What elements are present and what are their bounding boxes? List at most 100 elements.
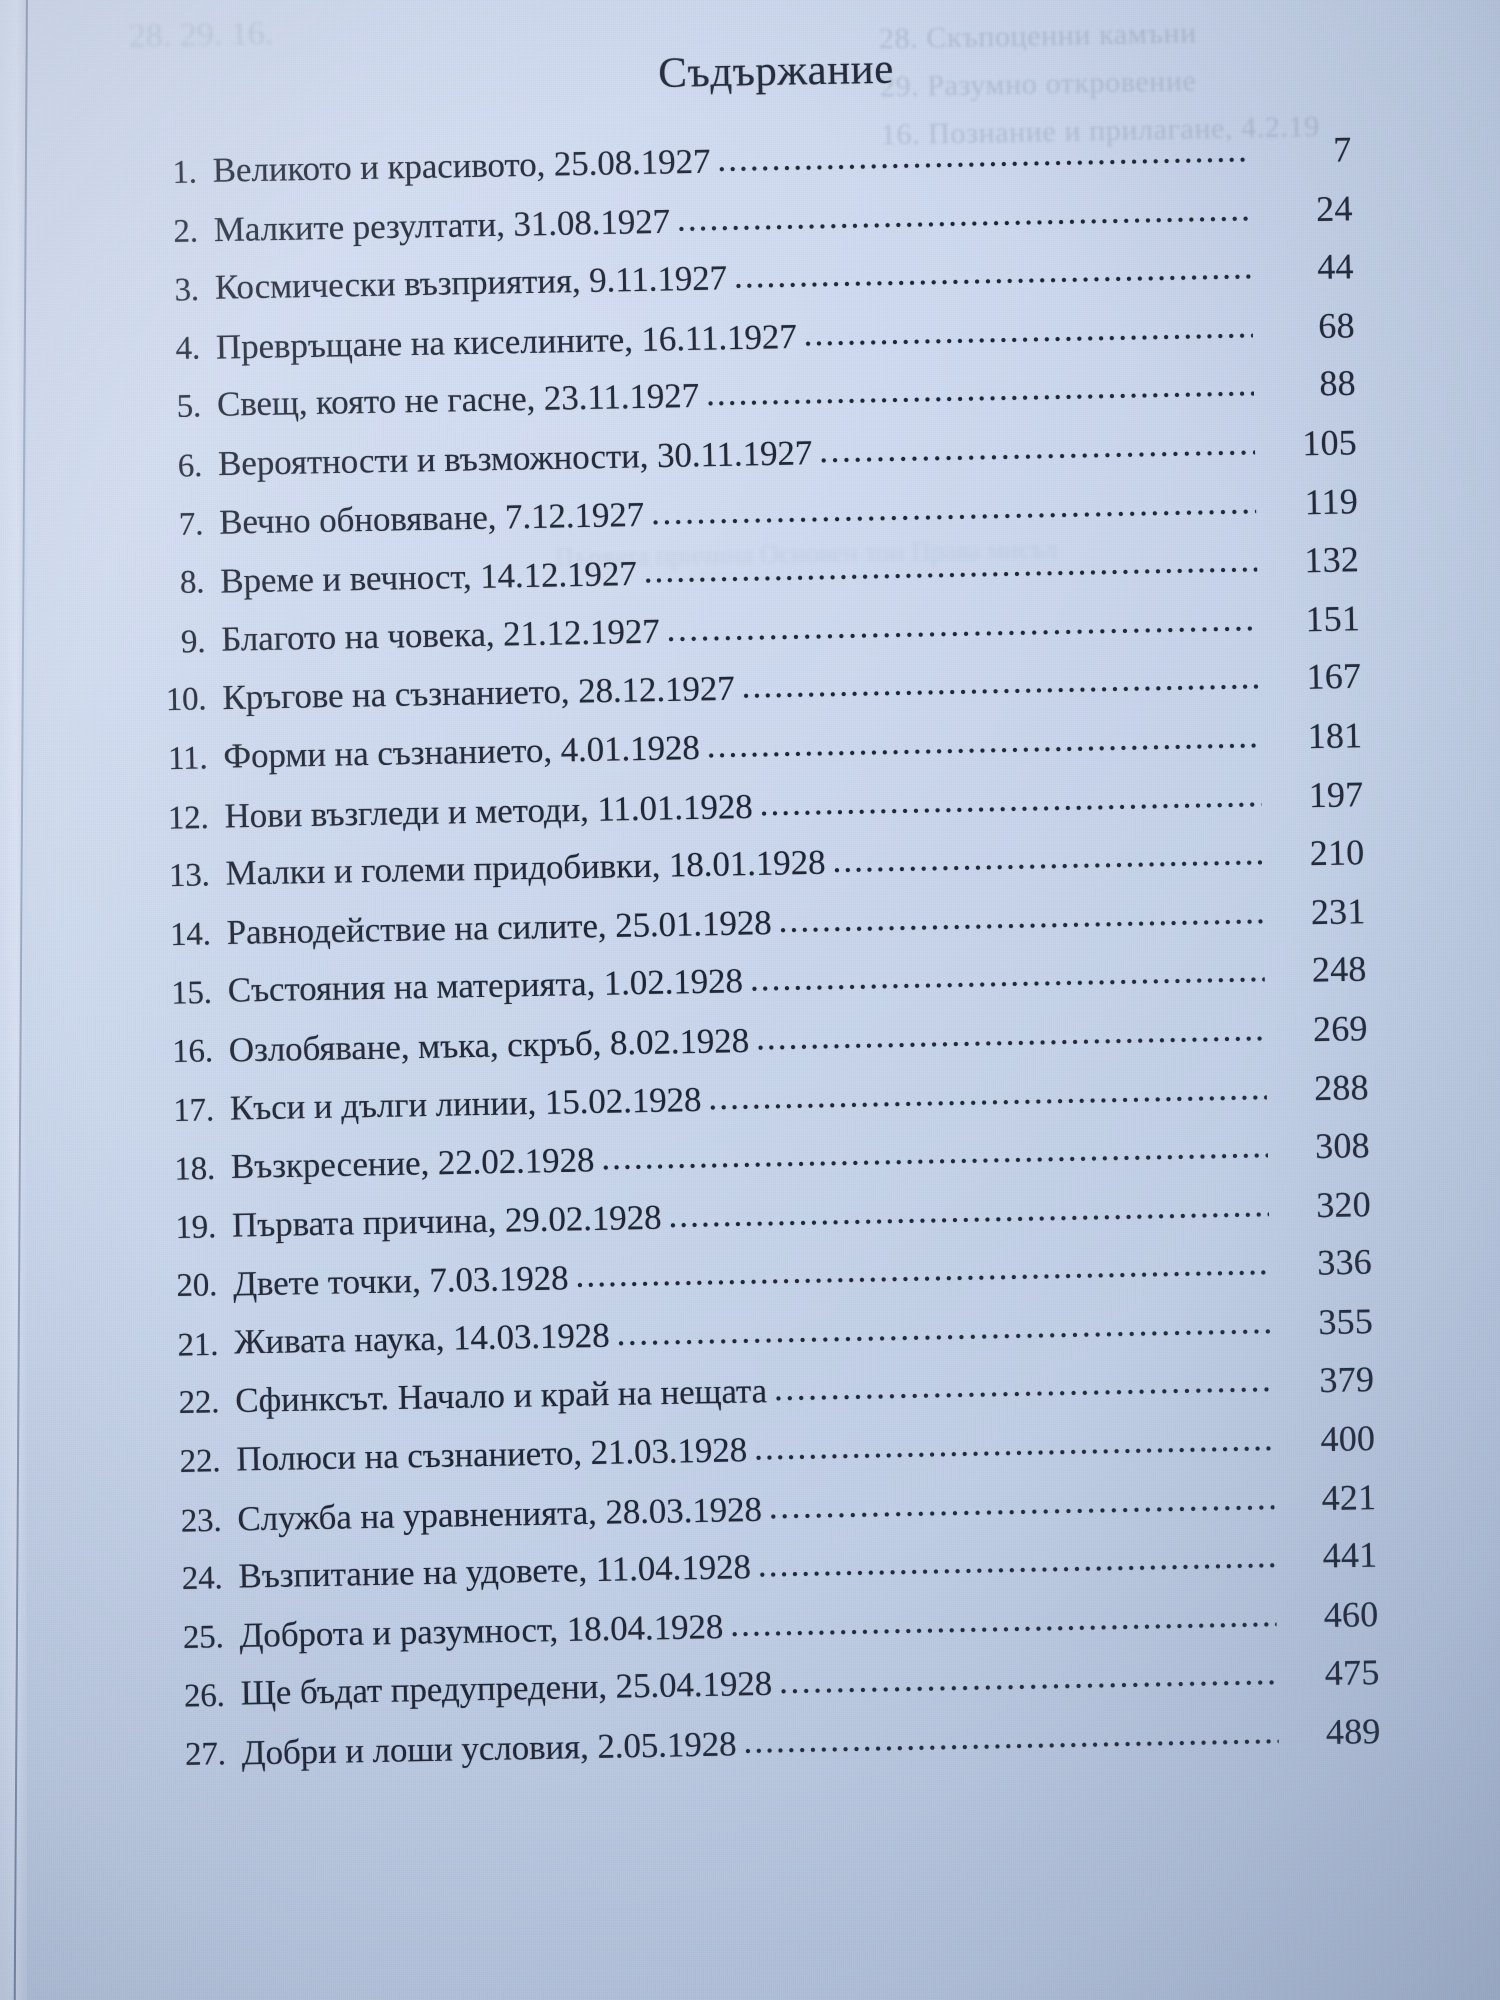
toc-leader-dots: ........................................… (749, 950, 1265, 999)
toc-leader-dots: ........................................… (768, 1477, 1275, 1526)
toc-entry-number: 5. (176, 388, 202, 426)
toc-leader-dots: ........................................… (743, 1711, 1279, 1761)
toc-entry-title: Възкресение, 22.02.1928 (230, 1140, 595, 1187)
toc-entry-page-number: 197 (1308, 773, 1364, 815)
toc-entry-title: Къси и дълги линии, 15.02.1928 (229, 1079, 702, 1128)
toc-entry-number: 10. (165, 681, 207, 719)
toc-entry-page-number: 320 (1315, 1183, 1372, 1225)
toc-entry-number: 22. (179, 1443, 221, 1481)
toc-entry-title: Доброта и разумност, 18.04.1928 (239, 1606, 724, 1655)
toc-entry-title: Полюси на съзнанието, 21.03.1928 (235, 1430, 748, 1479)
toc-entry-page-number: 460 (1323, 1593, 1379, 1635)
toc-entry-title: Двете точки, 7.03.1928 (232, 1258, 569, 1304)
toc-entry-title: Живата наука, 14.03.1928 (233, 1315, 610, 1362)
toc-entry-page-number: 489 (1325, 1711, 1381, 1753)
toc-entry-number: 17. (172, 1091, 215, 1129)
toc-entry-title: Ще бъдат предупредени, 25.04.1928 (240, 1664, 773, 1713)
toc-entry-page-number: 88 (1319, 363, 1357, 404)
toc-entry-page-number: 308 (1314, 1125, 1371, 1167)
toc-entry-number: 15. (170, 975, 213, 1012)
toc-entry-title: Великото и красивото, 25.08.1927 (212, 141, 711, 190)
toc-entry-title: Малките резултати, 31.08.1927 (213, 201, 671, 249)
toc-entry-number: 20. (176, 1267, 218, 1305)
toc-entry-number: 2. (173, 213, 199, 250)
toc-leader-dots: ........................................… (773, 1360, 1273, 1409)
toc-entry-number: 16. (171, 1033, 214, 1070)
toc-entry-title: Кръгове на съзнанието, 28.12.1927 (222, 669, 735, 718)
toc-leader-dots: ........................................… (757, 1536, 1276, 1585)
toc-entry-page-number: 231 (1310, 890, 1366, 932)
toc-entry-title: Служба на уравненията, 28.03.1928 (237, 1489, 763, 1539)
toc-entry-page-number: 288 (1313, 1066, 1370, 1108)
toc-leader-dots: ........................................… (741, 657, 1260, 706)
toc-entry-page-number: 475 (1324, 1652, 1380, 1694)
toc-entry-number: 25. (182, 1619, 224, 1656)
toc-entry-title: Благото на човека, 21.12.1927 (220, 611, 660, 659)
toc-entry-number: 8. (179, 564, 205, 601)
table-of-contents: 1. Великото и красивото, 25.08.1927......… (136, 128, 1381, 1791)
page-title: Съдържание (657, 45, 895, 97)
toc-entry-page-number: 44 (1316, 246, 1355, 288)
toc-entry-page-number: 132 (1304, 539, 1360, 581)
toc-entry-title: Първата причина, 29.02.1928 (231, 1197, 662, 1245)
toc-entry-title: Състояния на материята, 1.02.1928 (227, 961, 744, 1010)
toc-entry-number: 12. (167, 799, 209, 837)
toc-entry-page-number: 68 (1317, 305, 1356, 346)
toc-entry-number: 24. (181, 1560, 223, 1598)
toc-entry-number: 3. (174, 272, 200, 309)
toc-entry-number: 4. (175, 330, 201, 367)
toc-entry-number: 27. (184, 1736, 227, 1773)
toc-leader-dots: ........................................… (716, 130, 1250, 179)
toc-entry-title: Форми на съзнанието, 4.01.1928 (223, 727, 701, 776)
toc-leader-dots: ........................................… (832, 833, 1263, 881)
toc-leader-dots: ........................................… (803, 305, 1254, 354)
toc-entry-title: Нови възгледи и методи, 11.01.1928 (224, 786, 753, 836)
toc-entry-number: 1. (172, 154, 198, 191)
toc-leader-dots: ........................................… (755, 1008, 1266, 1058)
toc-entry-page-number: 151 (1305, 597, 1361, 639)
toc-leader-dots: ........................................… (733, 247, 1253, 296)
toc-entry-number: 6. (177, 447, 203, 485)
toc-entry-page-number: 355 (1318, 1300, 1374, 1342)
toc-entry-page-number: 119 (1304, 480, 1359, 522)
toc-entry-title: Космически възприятия, 9.11.1927 (214, 258, 728, 307)
toc-entry-title: Вероятности и възможности, 30.11.1927 (217, 433, 813, 484)
toc-entry-title: Добри и лоши условия, 2.05.1928 (241, 1724, 737, 1773)
toc-entry-title: Сфинксът. Начало и край на нещата (234, 1371, 768, 1421)
toc-entry-page-number: 441 (1322, 1534, 1378, 1576)
toc-entry-title: Превръщане на киселините, 16.11.1927 (215, 316, 797, 367)
toc-entry-number: 22. (178, 1384, 220, 1422)
toc-leader-dots: ........................................… (778, 1653, 1278, 1702)
toc-leader-dots: ........................................… (729, 1594, 1277, 1644)
toc-entry-title: Свещ, която не гасне, 23.11.1927 (216, 376, 700, 425)
toc-leader-dots: ........................................… (753, 1419, 1274, 1468)
toc-entry-number: 7. (178, 505, 204, 543)
toc-entry-number: 9. (180, 623, 206, 661)
toc-entry-page-number: 400 (1320, 1418, 1376, 1460)
toc-entry-number: 21. (177, 1326, 219, 1364)
toc-leader-dots: ........................................… (759, 774, 1262, 823)
toc-entry-page-number: 336 (1316, 1241, 1373, 1283)
toc-entry-number: 14. (169, 916, 212, 953)
toc-entry-number: 26. (183, 1678, 226, 1715)
toc-entry-title: Равнодействие на силите, 25.01.1928 (226, 902, 772, 952)
toc-entry-page-number: 248 (1311, 948, 1367, 990)
toc-entry-page-number: 210 (1309, 832, 1365, 874)
toc-leader-dots: ........................................… (818, 423, 1256, 471)
toc-entry-page-number: 105 (1301, 422, 1358, 464)
toc-leader-dots: ........................................… (778, 891, 1264, 940)
toc-entry-page-number: 181 (1307, 715, 1363, 757)
toc-entry-page-number: 269 (1312, 1008, 1368, 1050)
toc-entry-title: Малки и големи придобивки, 18.01.1928 (225, 842, 826, 893)
toc-entry-page-number: 379 (1319, 1359, 1375, 1401)
toc-entry-title: Време и вечност, 14.12.1927 (219, 554, 638, 601)
toc-entry-page-number: 7 (1332, 129, 1352, 170)
toc-entry-number: 18. (174, 1150, 216, 1188)
toc-entry-title: Възпитание на удовете, 11.04.1928 (238, 1547, 752, 1596)
toc-entry-page-number: 421 (1321, 1476, 1377, 1518)
toc-entry-number: 13. (168, 857, 210, 895)
toc-entry-number: 11. (167, 740, 208, 778)
toc-entry-number: 19. (175, 1208, 217, 1246)
toc-entry-title: Озлобяване, мъка, скръб, 8.02.1928 (228, 1020, 750, 1070)
